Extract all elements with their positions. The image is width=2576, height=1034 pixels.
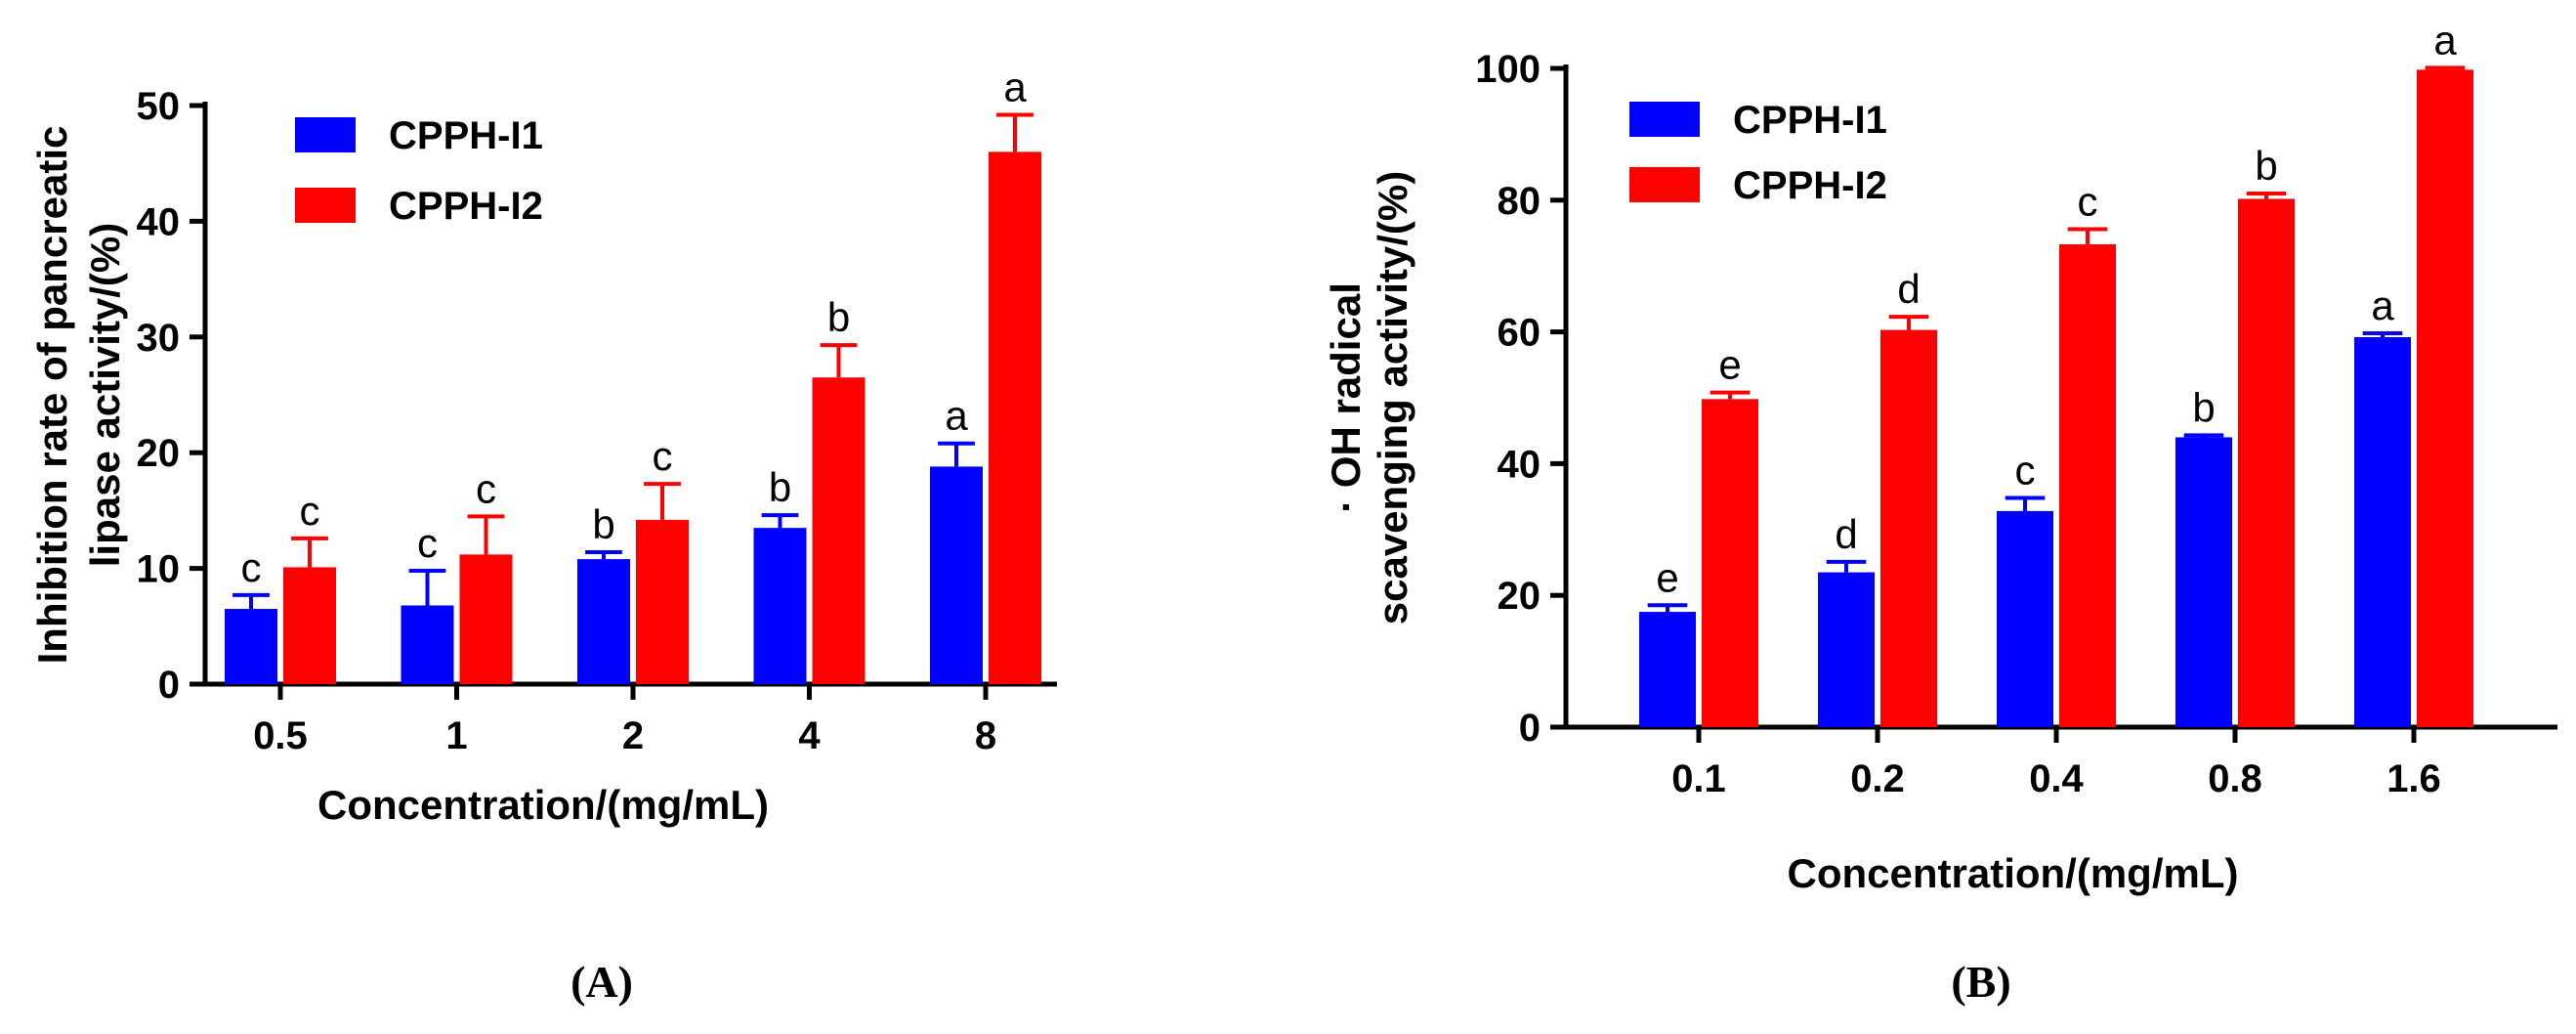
bar-cpph-i1 bbox=[2354, 336, 2411, 727]
bar-cpph-i2 bbox=[636, 519, 689, 684]
legend-label: CPPH-I2 bbox=[389, 185, 543, 228]
significance-letter: a bbox=[2433, 17, 2457, 63]
significance-letter: b bbox=[827, 294, 850, 340]
y-tick-label: 20 bbox=[1498, 575, 1541, 618]
bar-cpph-i2 bbox=[1702, 399, 1758, 727]
bar-cpph-i1 bbox=[753, 528, 807, 684]
significance-letter: b bbox=[592, 501, 614, 547]
bar-cpph-i2 bbox=[1880, 329, 1937, 727]
x-tick-label: 1 bbox=[445, 714, 467, 757]
significance-letter: c bbox=[241, 544, 262, 590]
x-axis-title: Concentration/(mg/mL) bbox=[317, 782, 769, 828]
significance-letter: d bbox=[1835, 511, 1857, 557]
significance-letter: c bbox=[417, 520, 438, 566]
y-tick-label: 40 bbox=[137, 200, 181, 243]
chart-oh-scavenging: 0 20 40 60 80 100 0.1 e e 0.2 d d 0.4 c c 0.8 b b 1.6 a a CPP… bbox=[1323, 17, 2557, 1007]
significance-letter: b bbox=[2255, 143, 2277, 189]
x-tick-label: 0.1 bbox=[1671, 757, 1726, 800]
bar-cpph-i2 bbox=[2417, 69, 2473, 727]
significance-letter: a bbox=[1003, 64, 1027, 109]
panel-label: (A) bbox=[570, 957, 633, 1007]
y-tick-label: 60 bbox=[1498, 312, 1541, 355]
bar-cpph-i2 bbox=[989, 151, 1041, 685]
bar-cpph-i1 bbox=[1818, 572, 1875, 727]
x-tick-label: 2 bbox=[622, 714, 644, 757]
significance-letter: e bbox=[1656, 554, 1678, 600]
bar-cpph-i2 bbox=[459, 554, 513, 684]
bar-cpph-i1 bbox=[401, 605, 454, 684]
significance-letter: a bbox=[2371, 282, 2394, 328]
significance-letter: b bbox=[2192, 384, 2215, 430]
y-tick-label: 0 bbox=[1519, 707, 1541, 750]
significance-letter: e bbox=[1718, 342, 1741, 388]
y-axis-title: · OH radical bbox=[1323, 282, 1369, 513]
bar-cpph-i1 bbox=[930, 466, 983, 684]
bar-cpph-i2 bbox=[283, 567, 336, 684]
bar-cpph-i1 bbox=[1639, 612, 1696, 727]
y-axis-title: scavenging activity/(%) bbox=[1370, 171, 1415, 625]
bar-cpph-i1 bbox=[225, 609, 277, 684]
bar-cpph-i1 bbox=[577, 559, 630, 684]
y-tick-label: 50 bbox=[137, 85, 181, 128]
bar-cpph-i1 bbox=[2175, 437, 2232, 727]
significance-letter: b bbox=[769, 464, 791, 510]
x-tick-label: 8 bbox=[975, 714, 996, 757]
significance-letter: c bbox=[300, 488, 320, 534]
y-tick-label: 20 bbox=[137, 432, 181, 475]
panel-label: (B) bbox=[1951, 957, 2010, 1007]
y-tick-label: 0 bbox=[158, 664, 180, 707]
y-axis-title: Inhibition rate of pancreatic bbox=[29, 126, 75, 665]
x-tick-label: 1.6 bbox=[2386, 757, 2441, 800]
y-tick-label: 100 bbox=[1475, 48, 1541, 91]
chart-inhibition-rate: 010203040500.5cc1cc2bc4bb8aaCPPH-I1CPPH-… bbox=[29, 64, 1057, 1007]
significance-letter: a bbox=[945, 393, 968, 439]
x-tick-label: 0.5 bbox=[253, 714, 308, 757]
y-tick-label: 40 bbox=[1498, 443, 1541, 486]
legend-label: CPPH-I1 bbox=[1733, 99, 1887, 142]
bar-cpph-i1 bbox=[1997, 510, 2053, 727]
x-tick-label: 0.8 bbox=[2208, 757, 2262, 800]
bar-cpph-i2 bbox=[2238, 198, 2295, 727]
y-axis-title: lipase activity/(%) bbox=[82, 223, 128, 567]
legend-swatch bbox=[1629, 102, 1700, 137]
x-tick-label: 0.4 bbox=[2029, 757, 2084, 800]
significance-letter: d bbox=[1897, 266, 1920, 312]
x-axis-title: Concentration/(mg/mL) bbox=[1788, 850, 2239, 896]
x-tick-label: 4 bbox=[798, 714, 821, 757]
legend-swatch bbox=[295, 117, 356, 152]
y-tick-label: 80 bbox=[1498, 180, 1541, 223]
x-tick-label: 0.2 bbox=[1850, 757, 1905, 800]
bar-cpph-i2 bbox=[812, 377, 866, 684]
significance-letter: c bbox=[2078, 178, 2098, 224]
y-tick-label: 30 bbox=[137, 317, 181, 360]
legend-swatch bbox=[295, 188, 356, 223]
legend-swatch bbox=[1629, 167, 1700, 202]
significance-letter: c bbox=[2015, 447, 2036, 493]
bar-cpph-i2 bbox=[2059, 243, 2116, 727]
y-tick-label: 10 bbox=[137, 548, 181, 591]
significance-letter: c bbox=[653, 433, 673, 479]
legend-label: CPPH-I2 bbox=[1733, 164, 1887, 207]
legend-label: CPPH-I1 bbox=[389, 114, 543, 157]
significance-letter: c bbox=[476, 465, 496, 511]
